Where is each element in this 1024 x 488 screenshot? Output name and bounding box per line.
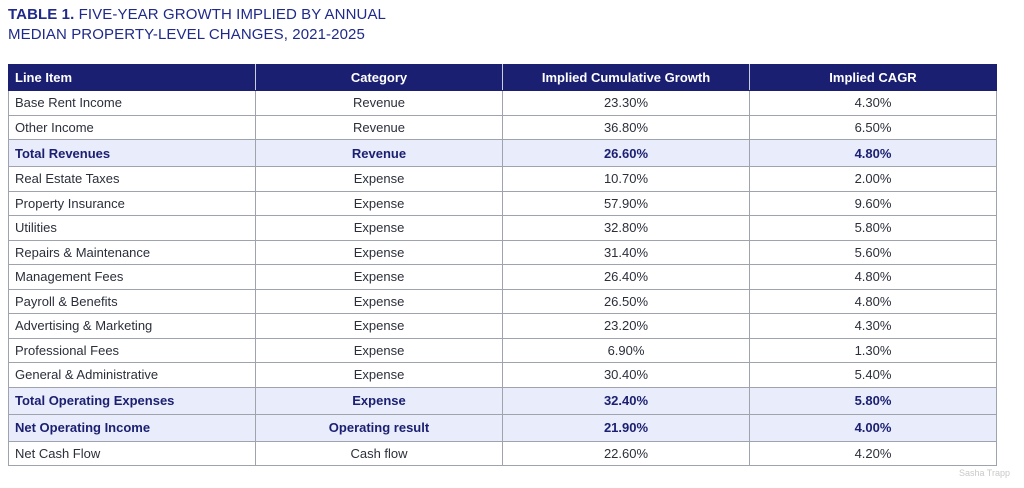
- cell-cagr: 4.80%: [749, 288, 997, 314]
- cell-line-item: Professional Fees: [8, 337, 256, 363]
- cell-cumulative-growth: 23.30%: [502, 90, 750, 116]
- cell-cumulative-growth: 10.70%: [502, 166, 750, 192]
- cell-line-item: Property Insurance: [8, 190, 256, 216]
- cell-category: Expense: [255, 166, 503, 192]
- cell-cumulative-growth: 31.40%: [502, 239, 750, 265]
- table-row: Other Income Revenue 36.80% 6.50%: [8, 114, 997, 140]
- cell-cumulative-growth: 22.60%: [502, 440, 750, 466]
- cell-cagr: 9.60%: [749, 190, 997, 216]
- cell-category: Expense: [255, 190, 503, 216]
- cell-category: Expense: [255, 337, 503, 363]
- table-row: Property Insurance Expense 57.90% 9.60%: [8, 190, 997, 216]
- cell-category: Revenue: [255, 114, 503, 140]
- cell-line-item: Payroll & Benefits: [8, 288, 256, 314]
- table-title: TABLE 1. FIVE-YEAR GROWTH IMPLIED BY ANN…: [8, 5, 608, 45]
- table-row: Base Rent Income Revenue 23.30% 4.30%: [8, 90, 997, 116]
- cell-cagr: 5.40%: [749, 362, 997, 388]
- header-line-item: Line Item: [8, 64, 256, 91]
- cell-category: Cash flow: [255, 440, 503, 466]
- cell-category: Revenue: [255, 90, 503, 116]
- cell-cagr: 4.30%: [749, 313, 997, 339]
- table-total-row: Total Operating Expenses Expense 32.40% 5.8…: [8, 386, 997, 415]
- table-row: Net Cash Flow Cash flow 22.60% 4.20%: [8, 440, 997, 466]
- table-title-line1: FIVE-YEAR GROWTH IMPLIED BY ANNUAL: [78, 6, 386, 23]
- table-title-line2: MEDIAN PROPERTY-LEVEL CHANGES, 2021-2025: [8, 26, 365, 43]
- table-row: Professional Fees Expense 6.90% 1.30%: [8, 337, 997, 363]
- cell-cagr: 4.80%: [749, 139, 997, 167]
- cell-cagr: 2.00%: [749, 166, 997, 192]
- cell-cumulative-growth: 26.50%: [502, 288, 750, 314]
- cell-category: Expense: [255, 239, 503, 265]
- cell-cagr: 4.20%: [749, 440, 997, 466]
- table-total-row: Total Revenues Revenue 26.60% 4.80%: [8, 139, 997, 167]
- cell-category: Expense: [255, 288, 503, 314]
- table-row: Real Estate Taxes Expense 10.70% 2.00%: [8, 166, 997, 192]
- cell-category: Expense: [255, 362, 503, 388]
- watermark: Sasha Trapp: [958, 468, 1010, 478]
- cell-cumulative-growth: 30.40%: [502, 362, 750, 388]
- cell-line-item: Net Cash Flow: [8, 440, 256, 466]
- cell-line-item: Other Income: [8, 114, 256, 140]
- cell-line-item: General & Administrative: [8, 362, 256, 388]
- cell-cumulative-growth: 6.90%: [502, 337, 750, 363]
- table-title-label: TABLE 1.: [8, 6, 75, 23]
- cell-cagr: 5.80%: [749, 215, 997, 241]
- cell-line-item: Management Fees: [8, 264, 256, 290]
- header-cagr: Implied CAGR: [749, 64, 997, 91]
- growth-table: Line Item Category Implied Cumulative Gr…: [8, 64, 997, 466]
- cell-category: Operating result: [255, 413, 503, 442]
- cell-line-item: Utilities: [8, 215, 256, 241]
- cell-cagr: 6.50%: [749, 114, 997, 140]
- cell-cumulative-growth: 32.40%: [502, 386, 750, 415]
- table-body: Base Rent Income Revenue 23.30% 4.30% Other …: [8, 90, 997, 466]
- cell-cumulative-growth: 36.80%: [502, 114, 750, 140]
- table-row: Advertising & Marketing Expense 23.20% 4.30…: [8, 313, 997, 339]
- cell-category: Revenue: [255, 139, 503, 167]
- cell-line-item: Repairs & Maintenance: [8, 239, 256, 265]
- cell-cagr: 4.30%: [749, 90, 997, 116]
- cell-category: Expense: [255, 215, 503, 241]
- cell-line-item: Advertising & Marketing: [8, 313, 256, 339]
- cell-cumulative-growth: 32.80%: [502, 215, 750, 241]
- cell-cumulative-growth: 23.20%: [502, 313, 750, 339]
- growth-table-container: Line Item Category Implied Cumulative Gr…: [8, 64, 997, 466]
- table-row: Payroll & Benefits Expense 26.50% 4.80%: [8, 288, 997, 314]
- cell-category: Expense: [255, 264, 503, 290]
- table-row: Utilities Expense 32.80% 5.80%: [8, 215, 997, 241]
- cell-line-item: Real Estate Taxes: [8, 166, 256, 192]
- table-header-row: Line Item Category Implied Cumulative Gr…: [8, 64, 997, 91]
- table-row: General & Administrative Expense 30.40% 5.4…: [8, 362, 997, 388]
- cell-category: Expense: [255, 386, 503, 415]
- table-total-row: Net Operating Income Operating result 21.9…: [8, 413, 997, 442]
- cell-cumulative-growth: 26.40%: [502, 264, 750, 290]
- cell-cagr: 4.80%: [749, 264, 997, 290]
- table-row: Repairs & Maintenance Expense 31.40% 5.60%: [8, 239, 997, 265]
- cell-cumulative-growth: 21.90%: [502, 413, 750, 442]
- cell-cumulative-growth: 26.60%: [502, 139, 750, 167]
- cell-line-item: Total Revenues: [8, 139, 256, 167]
- cell-cumulative-growth: 57.90%: [502, 190, 750, 216]
- cell-cagr: 1.30%: [749, 337, 997, 363]
- cell-cagr: 5.60%: [749, 239, 997, 265]
- header-category: Category: [255, 64, 503, 91]
- table-row: Management Fees Expense 26.40% 4.80%: [8, 264, 997, 290]
- cell-cagr: 4.00%: [749, 413, 997, 442]
- cell-line-item: Total Operating Expenses: [8, 386, 256, 415]
- cell-line-item: Net Operating Income: [8, 413, 256, 442]
- cell-line-item: Base Rent Income: [8, 90, 256, 116]
- header-cumulative-growth: Implied Cumulative Growth: [502, 64, 750, 91]
- cell-cagr: 5.80%: [749, 386, 997, 415]
- cell-category: Expense: [255, 313, 503, 339]
